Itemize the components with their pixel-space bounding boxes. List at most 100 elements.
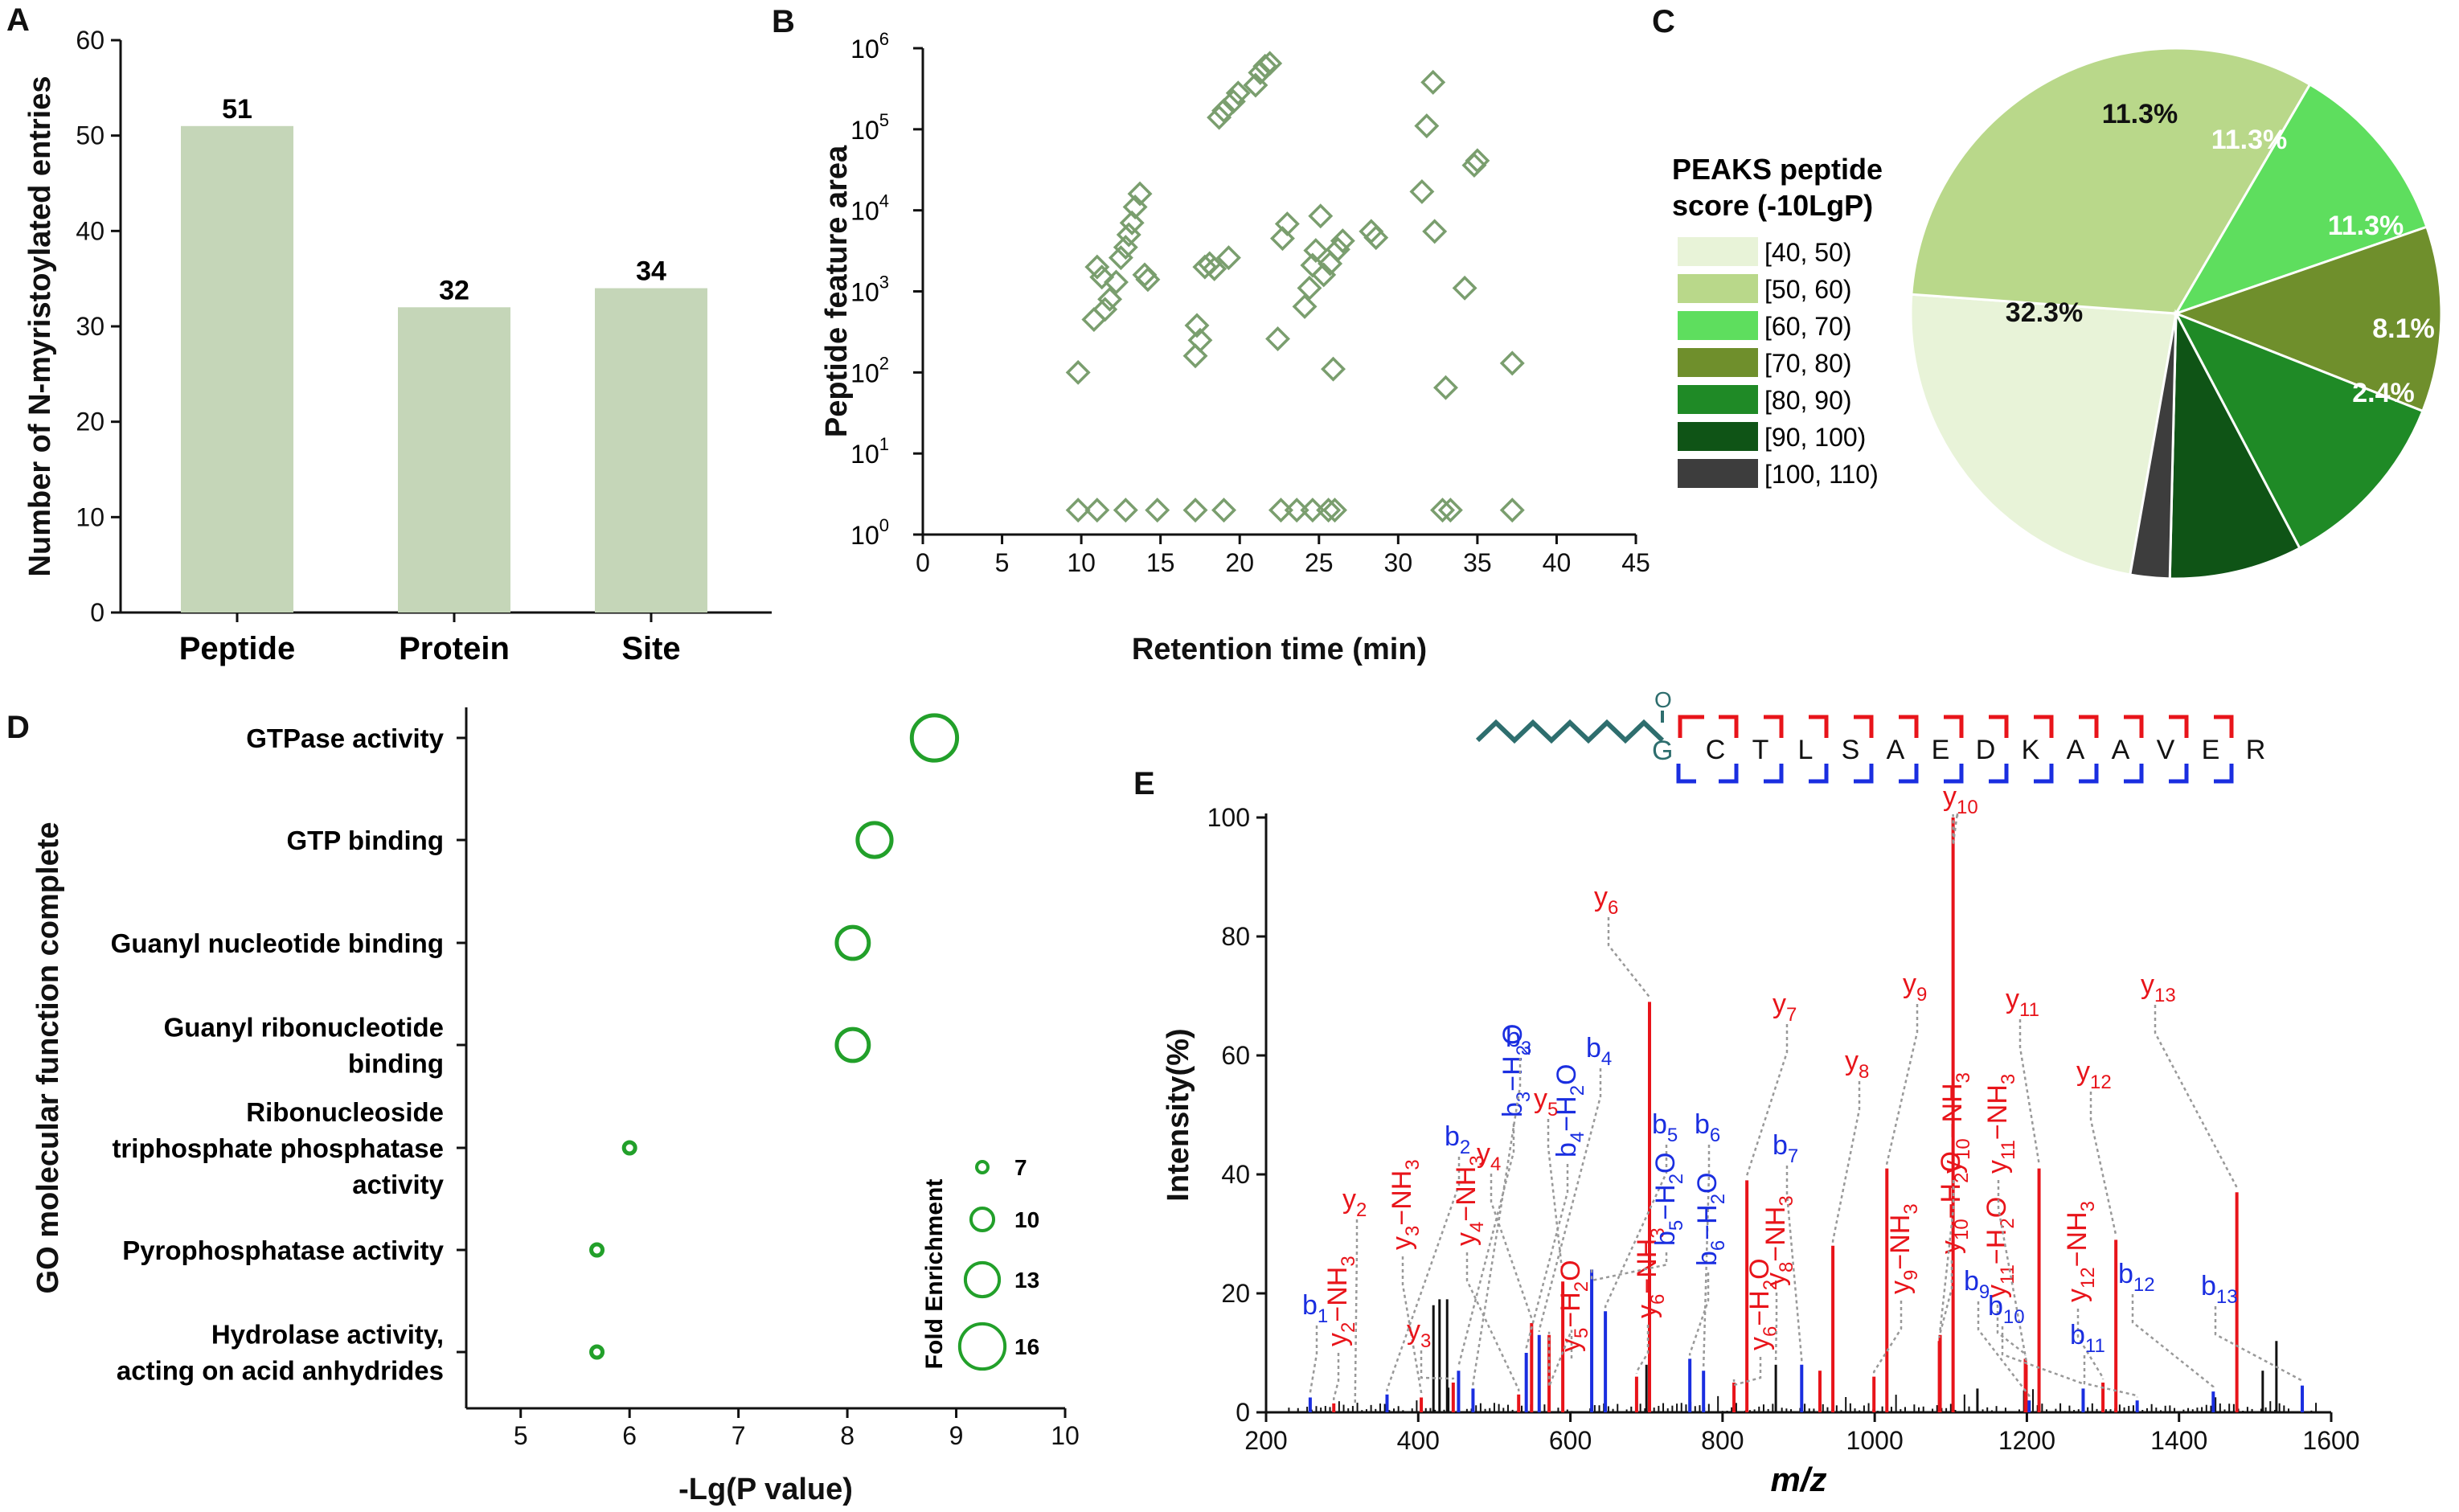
y-fragment-bracket bbox=[1989, 715, 2009, 738]
term-label: GTP binding bbox=[286, 826, 444, 855]
data-point bbox=[1265, 326, 1291, 351]
y-tick-label: 30 bbox=[76, 312, 105, 341]
b-ion-label: b4 bbox=[1586, 1033, 1612, 1070]
label-leader-line bbox=[1997, 1180, 2027, 1362]
term-bubble bbox=[621, 1140, 637, 1156]
panel-a: A 0 10 20 30 40 50 60 51 Peptide 32 Protein 34 Site N… bbox=[6, 2, 772, 666]
data-point bbox=[1414, 113, 1440, 139]
sequence-residue: T bbox=[1752, 735, 1769, 765]
y-fragment-bracket bbox=[1719, 715, 1739, 738]
b-ion-label: b12 bbox=[2118, 1259, 2155, 1296]
label-leader-line bbox=[1386, 1157, 1461, 1391]
data-point bbox=[1297, 275, 1322, 301]
legend-swatch bbox=[1678, 311, 1758, 340]
data-point bbox=[1292, 293, 1318, 319]
y-ion-label: y9−NH3 bbox=[1885, 1203, 1922, 1294]
legend-label: [40, 50) bbox=[1764, 238, 1852, 267]
x-tick-label: 10 bbox=[1067, 548, 1096, 577]
x-tick-label: 30 bbox=[1384, 548, 1413, 577]
label-leader-line bbox=[2154, 1005, 2238, 1190]
label-leader-line bbox=[1635, 1325, 1650, 1374]
data-point bbox=[1182, 343, 1208, 369]
size-legend-bubble bbox=[963, 1260, 1002, 1299]
b-ion-label: b9 bbox=[1964, 1266, 1990, 1303]
slice-label: 11.3% bbox=[2211, 125, 2288, 155]
y-tick-label: 100 bbox=[850, 515, 889, 550]
label-leader-line bbox=[2214, 1306, 2304, 1383]
label-leader-line bbox=[1547, 1119, 1564, 1279]
x-tick-label: 600 bbox=[1549, 1426, 1592, 1455]
y-ion-label: y12−NH3 bbox=[2062, 1201, 2099, 1302]
y-tick-label: 106 bbox=[850, 29, 889, 64]
myristoyl-chain bbox=[1475, 719, 1665, 744]
label-leader-line bbox=[1465, 1252, 1520, 1391]
data-point bbox=[1465, 148, 1490, 174]
bar bbox=[398, 307, 510, 613]
data-point bbox=[1065, 498, 1091, 523]
term-bubble bbox=[834, 924, 871, 961]
data-point bbox=[1432, 375, 1458, 400]
term-label: acting on acid anhydrides bbox=[117, 1356, 444, 1386]
term-label: Ribonucleoside bbox=[246, 1097, 444, 1127]
data-point bbox=[1316, 498, 1342, 523]
term-label: Pyrophosphatase activity bbox=[122, 1235, 444, 1265]
data-point bbox=[1308, 203, 1334, 229]
b-fragment-bracket bbox=[2169, 764, 2189, 784]
sequence-residue: V bbox=[2157, 735, 2175, 765]
size-legend-title: Fold Enrichment bbox=[921, 1179, 948, 1370]
b-fragment-bracket bbox=[1809, 764, 1829, 784]
panel-c: C 23.4%32.3%11.3%11.3%11.3%8.1%2.4%PEAKS… bbox=[1652, 4, 2443, 580]
sequence-residue: S bbox=[1842, 735, 1860, 765]
label-leader-line bbox=[1938, 1260, 1953, 1338]
legend-label: [70, 80) bbox=[1764, 349, 1852, 378]
legend-swatch bbox=[1678, 422, 1758, 451]
term-label: activity bbox=[352, 1170, 444, 1199]
label-leader-line bbox=[1831, 1081, 1861, 1243]
data-point bbox=[1274, 211, 1300, 237]
x-tick-label: 15 bbox=[1146, 548, 1175, 577]
x-tick-label: 20 bbox=[1225, 548, 1254, 577]
b-ion-label: b2 bbox=[1445, 1121, 1470, 1158]
sequence-residue: L bbox=[1798, 735, 1814, 765]
term-label: binding bbox=[348, 1049, 444, 1079]
label-leader-line bbox=[1732, 1357, 1762, 1387]
y-ion-label: y5 bbox=[1534, 1084, 1558, 1121]
b-fragment-bracket bbox=[1764, 764, 1784, 784]
b-fragment-bracket bbox=[2034, 764, 2054, 784]
label-leader-line bbox=[1538, 1068, 1602, 1332]
data-point bbox=[1113, 235, 1138, 260]
y-fragment-bracket bbox=[1854, 715, 1874, 738]
slice-label: 32.3% bbox=[2006, 297, 2083, 328]
b-fragment-bracket bbox=[1944, 764, 1964, 784]
data-point bbox=[1311, 262, 1337, 288]
x-tick-label: 5 bbox=[995, 548, 1010, 577]
x-axis-title: m/z bbox=[1770, 1461, 1826, 1498]
label-leader-line bbox=[1939, 1180, 1955, 1332]
label-leader-line bbox=[1401, 1256, 1423, 1395]
label-leader-line bbox=[1785, 1166, 1803, 1362]
legend-swatch bbox=[1678, 459, 1758, 488]
legend-label: [60, 70) bbox=[1764, 312, 1852, 341]
size-legend-bubble bbox=[969, 1206, 996, 1233]
bar-value-label: 34 bbox=[636, 256, 666, 287]
b-ion-label: b6 bbox=[1695, 1109, 1720, 1146]
y-ion-label: y2 bbox=[1342, 1184, 1367, 1221]
label-leader-line bbox=[1490, 1174, 1533, 1320]
label-leader-line bbox=[1525, 1164, 1569, 1350]
x-tick-label: 9 bbox=[949, 1421, 964, 1450]
data-point bbox=[1420, 69, 1446, 95]
size-legend-label: 13 bbox=[1014, 1268, 1039, 1293]
size-legend-bubble bbox=[975, 1160, 990, 1174]
y-tick-label: 60 bbox=[1221, 1041, 1250, 1070]
y-tick-label: 100 bbox=[1207, 803, 1250, 832]
term-label: Guanyl nucleotide binding bbox=[111, 928, 444, 958]
data-point bbox=[1081, 306, 1107, 332]
x-tick-label: 200 bbox=[1244, 1426, 1287, 1455]
data-point bbox=[1211, 98, 1236, 124]
data-point bbox=[1409, 178, 1435, 204]
y-tick-label: 101 bbox=[850, 434, 889, 469]
label-leader-line bbox=[2001, 1326, 2084, 1386]
data-point bbox=[1097, 286, 1123, 312]
b-fragment-bracket bbox=[2124, 764, 2144, 784]
y-tick-label: 0 bbox=[90, 598, 105, 627]
